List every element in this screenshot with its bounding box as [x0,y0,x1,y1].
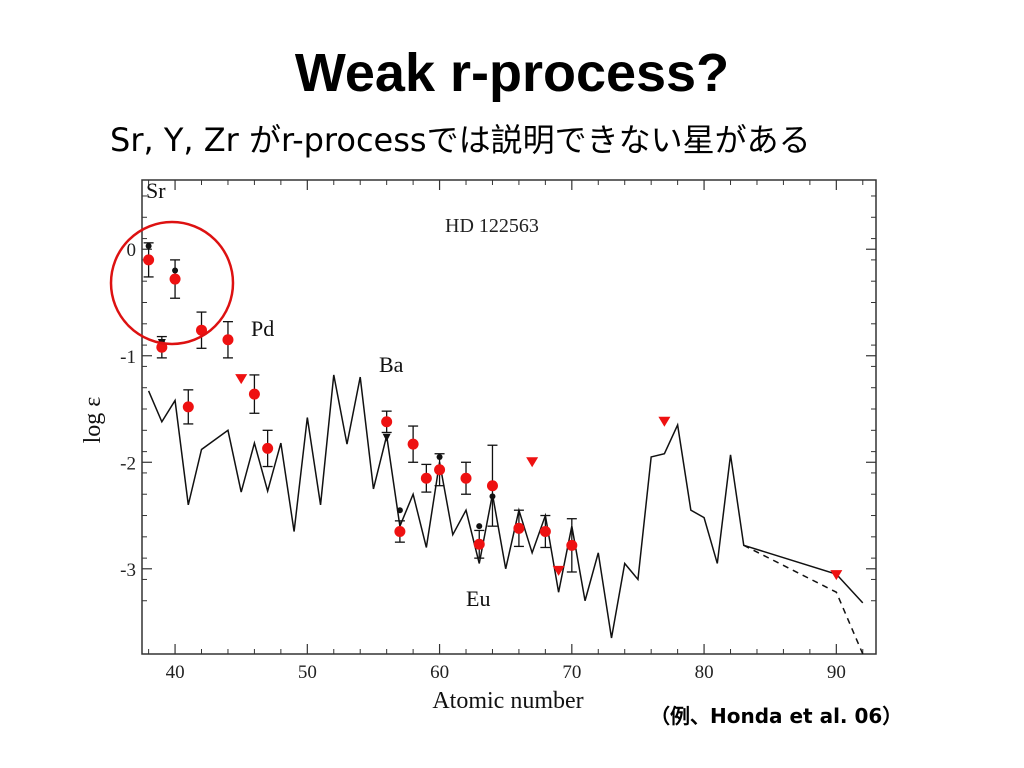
citation: （例、Honda et al. 06） [650,704,903,728]
observed-point-red [434,464,446,476]
data-points [143,243,843,581]
observed-point-red [143,254,155,266]
model-pattern [147,374,864,655]
observed-point-red [169,273,181,285]
y-axis-label: log ε [80,397,106,444]
y-tick-label: -1 [120,347,136,368]
observed-point-black [396,507,403,514]
observed-point-black [476,523,483,530]
slide-title: Weak r-process? [294,43,730,103]
y-tick-label: 0 [127,240,137,261]
upper-limit-red [552,565,565,576]
observed-point-red [566,539,578,551]
annotation-sr: Sr [146,178,166,203]
upper-limit-red [658,416,671,427]
slide-subtitle: Sr, Y, Zr がr-processでは説明できない星がある [110,121,811,159]
observed-point-red [262,442,274,454]
x-tick-label: 40 [166,662,185,683]
y-tick-label: -3 [120,560,136,581]
observed-point-red [248,388,260,400]
observed-point-red [222,334,234,346]
observed-point-red [513,522,525,534]
observed-point-red [182,401,194,413]
observed-point-red [420,472,432,484]
x-tick-label: 70 [562,662,581,683]
observed-point-black [436,453,443,460]
observed-point-red [539,526,551,538]
plot-border [141,179,877,655]
observed-point-black [172,267,179,274]
observed-point-red [407,438,419,450]
annotation-ba: Ba [379,352,404,377]
upper-limit-red [526,457,539,468]
observed-point-red [394,526,406,538]
plot-frame [141,179,877,655]
axis-ticks: 40 50 60 70 80 90 0 -1 -2 -3 [120,180,876,683]
observed-point-black [489,493,496,500]
x-axis-label: Atomic number [432,688,583,714]
model-line-solid [147,374,864,639]
x-tick-label: 50 [298,662,317,683]
upper-limit-black [382,433,391,442]
y-tick-label: -2 [120,453,136,474]
upper-limit-red [235,374,248,385]
model-line-dashed [743,544,864,655]
annotation-eu: Eu [466,586,490,611]
star-label: HD 122563 [445,215,539,237]
annotation-pd: Pd [251,316,274,341]
observed-point-black [145,243,152,250]
upper-limit-red [830,570,843,581]
x-tick-label: 80 [695,662,714,683]
observed-point-red [381,416,393,428]
observed-point-red [460,472,472,484]
observed-point-red [486,480,498,492]
observed-point-red [473,538,485,550]
x-tick-label: 60 [430,662,449,683]
x-tick-label: 90 [827,662,846,683]
observed-point-red [196,324,208,336]
highlight-circle [109,220,235,346]
error-bars [143,242,577,573]
